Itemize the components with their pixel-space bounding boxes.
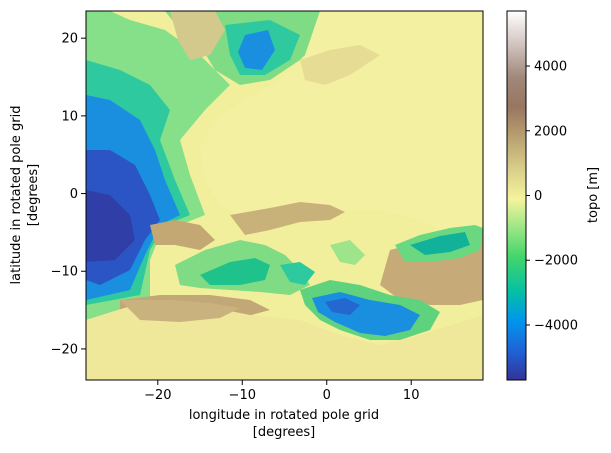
colorbar: −4000 −2000 0 2000 4000 topo [m] [506, 10, 601, 381]
colorbar-tick-label: −4000 [534, 318, 578, 333]
x-axis-label-line2: [degrees] [253, 425, 315, 440]
y-ticks: −20 −10 0 10 20 [51, 32, 86, 357]
colorbar-gradient [506, 10, 527, 381]
plot-area: −20 −10 0 10 −20 −10 0 10 20 longitude in rotat… [9, 10, 484, 440]
colorbar-label: topo [m] [586, 167, 601, 223]
colorbar-tick-label: 4000 [534, 60, 567, 75]
y-tick-label: 20 [61, 32, 78, 47]
x-tick-label: −20 [144, 388, 171, 403]
heatmap-ridge-1 [230, 202, 345, 235]
y-tick-label: −10 [51, 265, 78, 280]
y-axis-label-line2: [degrees] [26, 164, 41, 226]
heatmap-adriatic [330, 240, 365, 265]
x-ticks: −20 −10 0 10 [144, 380, 419, 403]
heatmap-ridge-2 [150, 220, 215, 250]
heatmap-north-blue [238, 30, 275, 70]
x-tick-label: 0 [323, 388, 331, 403]
heatmap-north-land [170, 11, 225, 60]
x-axis-label-line1: longitude in rotated pole grid [189, 408, 379, 423]
colorbar-tick-label: −2000 [534, 254, 578, 269]
colorbar-tick-label: 0 [534, 189, 542, 204]
colorbar-ticks: −4000 −2000 0 2000 4000 [526, 60, 578, 333]
y-tick-label: 10 [61, 109, 78, 124]
heatmap-ridge-north [300, 45, 380, 85]
heatmap-atlantic-abyssal-core [86, 190, 135, 262]
heatmap-land-east [200, 11, 483, 230]
x-tick-label: −10 [229, 388, 256, 403]
y-tick-label: 0 [70, 187, 78, 202]
y-tick-label: −20 [51, 342, 78, 357]
heatmap-med-east-core [325, 298, 360, 315]
heatmap-africa-atlas [120, 300, 240, 322]
heatmap-med-west-deep [200, 258, 270, 285]
plot-frame [85, 10, 484, 381]
colorbar-tick-label: 2000 [534, 124, 567, 139]
heatmap-black-sea-deep [410, 232, 470, 255]
x-tick-label: 10 [403, 388, 420, 403]
y-axis-label-line1: latitude in rotated pole grid [9, 106, 24, 285]
heatmap-med-tyrrhenian [280, 262, 315, 285]
